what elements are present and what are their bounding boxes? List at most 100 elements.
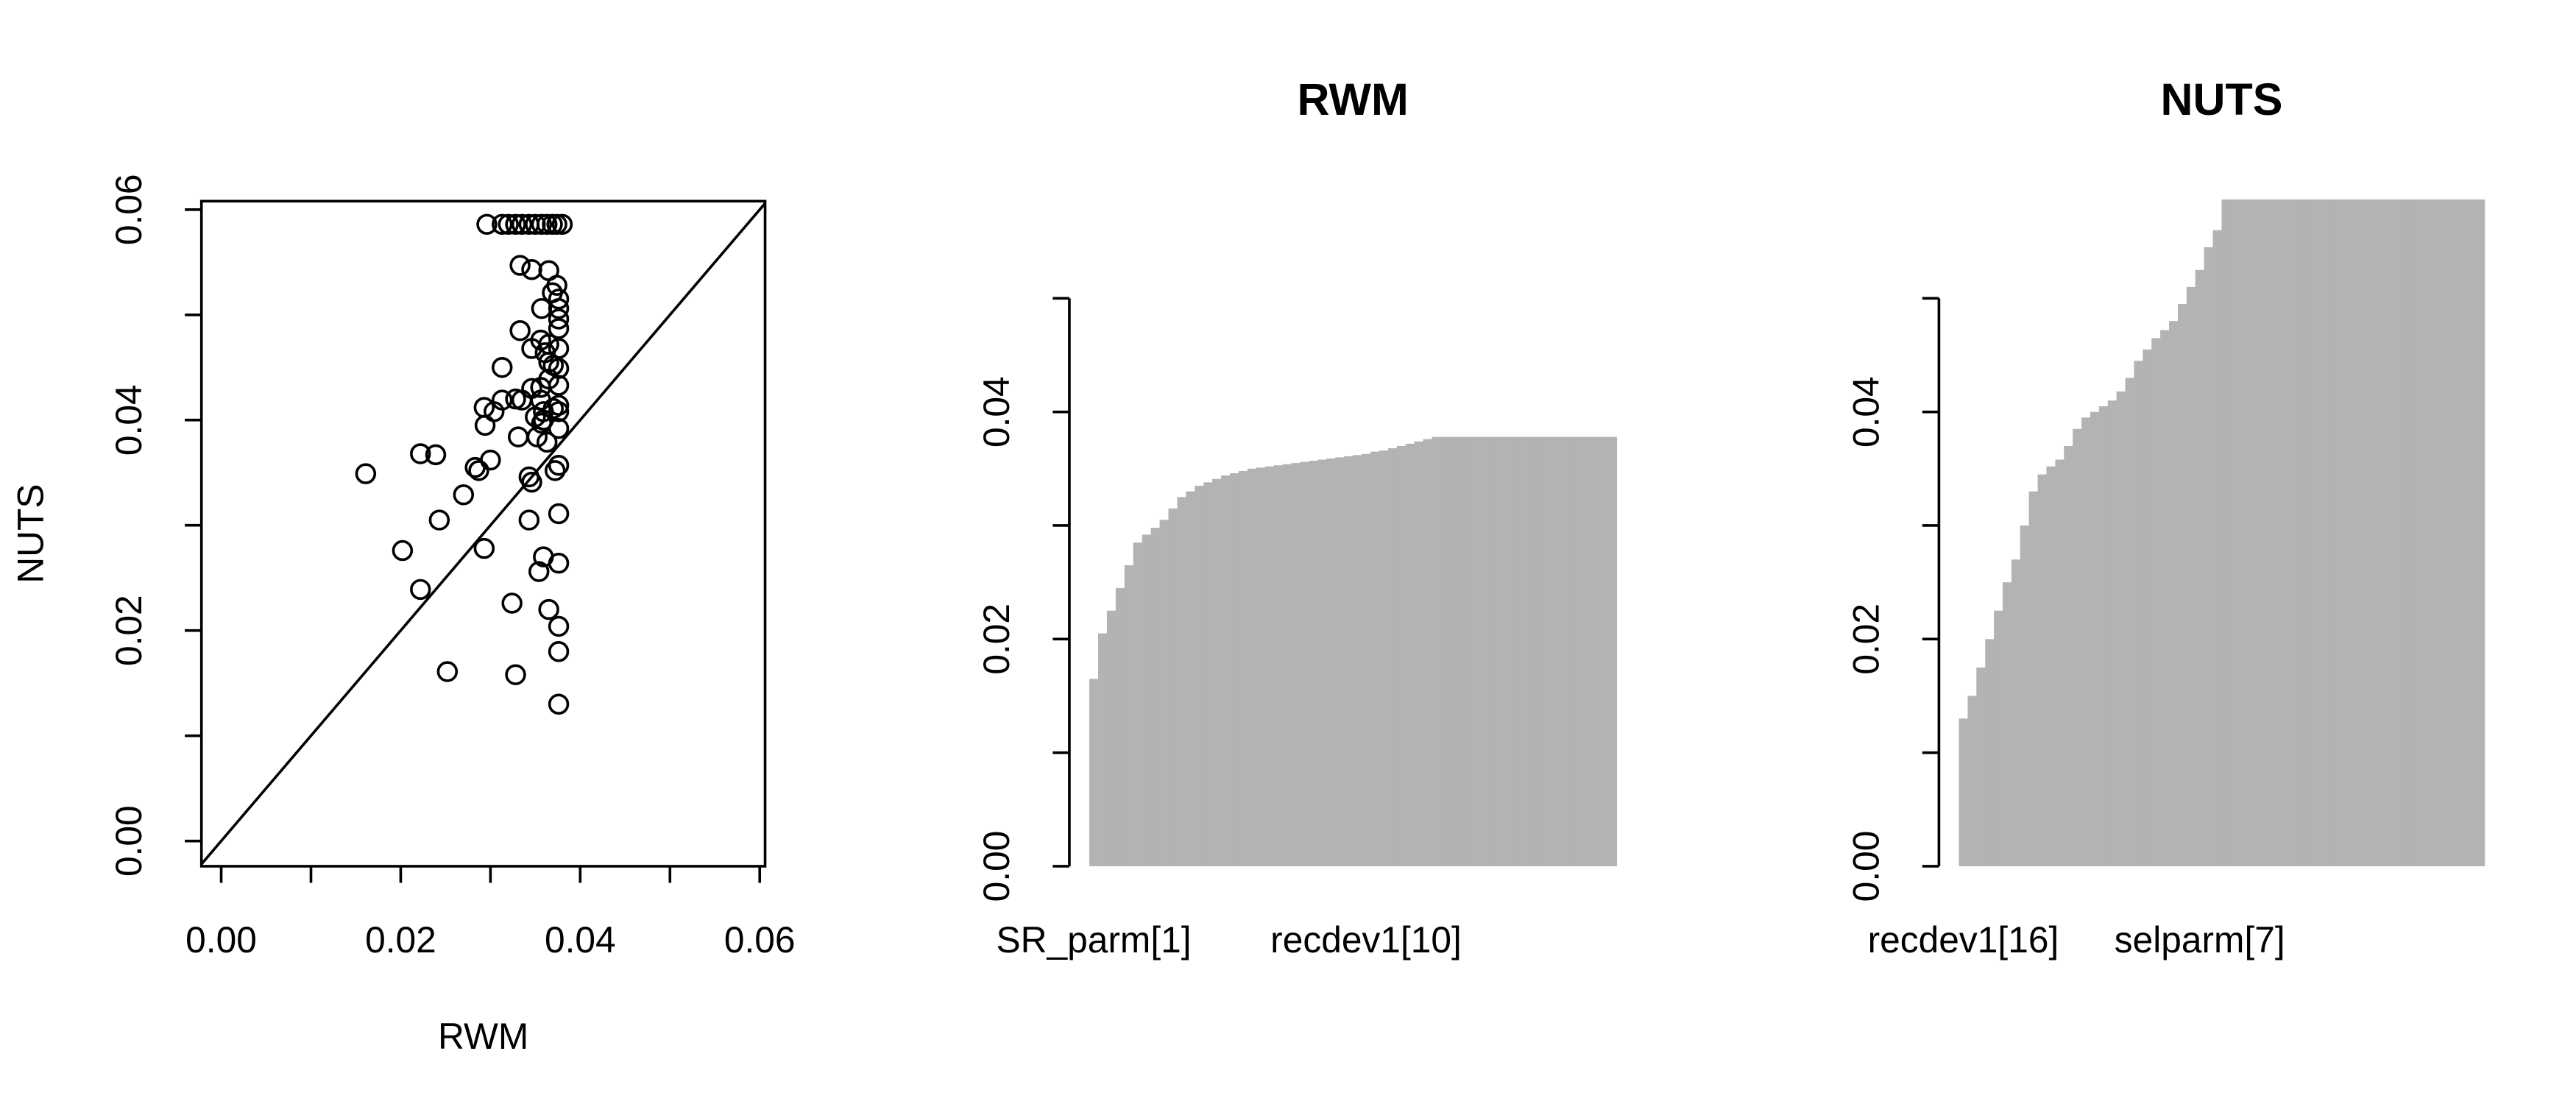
point xyxy=(548,289,570,310)
bar xyxy=(2379,199,2389,866)
point xyxy=(476,213,498,236)
bar xyxy=(1554,436,1565,866)
bar xyxy=(2046,466,2056,866)
bar xyxy=(1379,450,1389,866)
bar xyxy=(2318,199,2328,866)
bar xyxy=(1546,436,1556,866)
bar xyxy=(2169,321,2179,866)
bar xyxy=(2396,199,2407,866)
y-tick-label: 0.04 xyxy=(108,384,149,456)
bar xyxy=(1089,679,1099,866)
bar xyxy=(1493,436,1503,866)
point xyxy=(474,414,496,436)
bar xyxy=(1590,436,1600,866)
bar xyxy=(1106,610,1117,866)
bar xyxy=(1212,478,1222,866)
bar xyxy=(2028,491,2039,866)
bar xyxy=(1177,497,1187,866)
bar xyxy=(1458,436,1468,866)
bar xyxy=(2098,406,2109,866)
bar xyxy=(1528,436,1538,866)
bar xyxy=(1309,461,1319,866)
point xyxy=(428,509,450,531)
bar xyxy=(2414,199,2424,866)
bar xyxy=(1599,436,1609,866)
bar xyxy=(2177,304,2187,866)
bar xyxy=(1159,520,1170,866)
bar xyxy=(2300,199,2310,866)
y-tick-label: 0.02 xyxy=(1846,604,1887,675)
bar xyxy=(1353,455,1362,866)
point xyxy=(548,297,570,319)
y-tick-label: 0.02 xyxy=(976,604,1017,675)
bar xyxy=(1440,436,1451,866)
bar xyxy=(1326,458,1337,866)
bar xyxy=(2335,199,2345,866)
point xyxy=(505,213,526,236)
bar xyxy=(2274,199,2284,866)
bar xyxy=(1387,448,1398,866)
point xyxy=(548,503,570,525)
point xyxy=(548,417,570,439)
bar xyxy=(1273,465,1284,866)
bar xyxy=(2204,247,2214,866)
point xyxy=(498,213,520,236)
bar xyxy=(2388,199,2398,866)
point xyxy=(410,578,431,601)
point xyxy=(521,471,542,493)
bar xyxy=(1485,436,1494,866)
bar xyxy=(1168,508,1178,866)
reference-line xyxy=(201,201,765,866)
bar xyxy=(1581,436,1591,866)
bar xyxy=(2361,199,2371,866)
x-tick-label: 0.02 xyxy=(365,919,436,960)
y-tick-label: 0.00 xyxy=(108,805,149,877)
y-tick-label: 0.00 xyxy=(976,831,1017,902)
bar xyxy=(1133,542,1143,866)
x-axis-label: RWM xyxy=(438,1016,528,1057)
bar xyxy=(2221,199,2232,866)
bar xyxy=(1396,445,1406,866)
point xyxy=(410,443,431,464)
point xyxy=(464,456,486,478)
bar xyxy=(2134,361,2144,866)
y-tick-label: 0.02 xyxy=(108,595,149,666)
bar xyxy=(1476,436,1486,866)
bar xyxy=(1256,467,1266,866)
point xyxy=(548,318,570,339)
bar xyxy=(1502,436,1512,866)
point xyxy=(518,509,540,531)
point xyxy=(546,213,567,236)
bar xyxy=(2125,378,2135,866)
bar xyxy=(1467,436,1477,866)
bar xyxy=(2020,525,2030,866)
point xyxy=(531,297,553,319)
bar xyxy=(2370,199,2380,866)
bar xyxy=(1221,475,1231,866)
bar xyxy=(2458,199,2468,866)
point xyxy=(436,661,459,682)
bar xyxy=(2116,391,2126,866)
point xyxy=(425,444,447,466)
bar xyxy=(1150,528,1161,866)
bar xyxy=(1230,473,1239,866)
bar xyxy=(2282,199,2293,866)
y-axis-label: NUTS xyxy=(10,484,52,584)
point xyxy=(548,615,570,637)
x-tick-label: 0.00 xyxy=(185,919,257,960)
bar xyxy=(1247,468,1257,866)
point xyxy=(551,213,573,236)
bar xyxy=(1405,443,1415,866)
bar xyxy=(1976,667,1986,866)
point xyxy=(521,338,542,359)
point xyxy=(548,641,570,662)
bar xyxy=(1572,436,1582,866)
bar xyxy=(2064,445,2074,866)
y-tick-label: 0.04 xyxy=(1846,376,1887,447)
chart-title: NUTS xyxy=(2160,74,2282,124)
bar xyxy=(2195,269,2205,866)
point xyxy=(528,561,550,582)
point xyxy=(473,537,495,559)
bar xyxy=(1291,463,1301,866)
